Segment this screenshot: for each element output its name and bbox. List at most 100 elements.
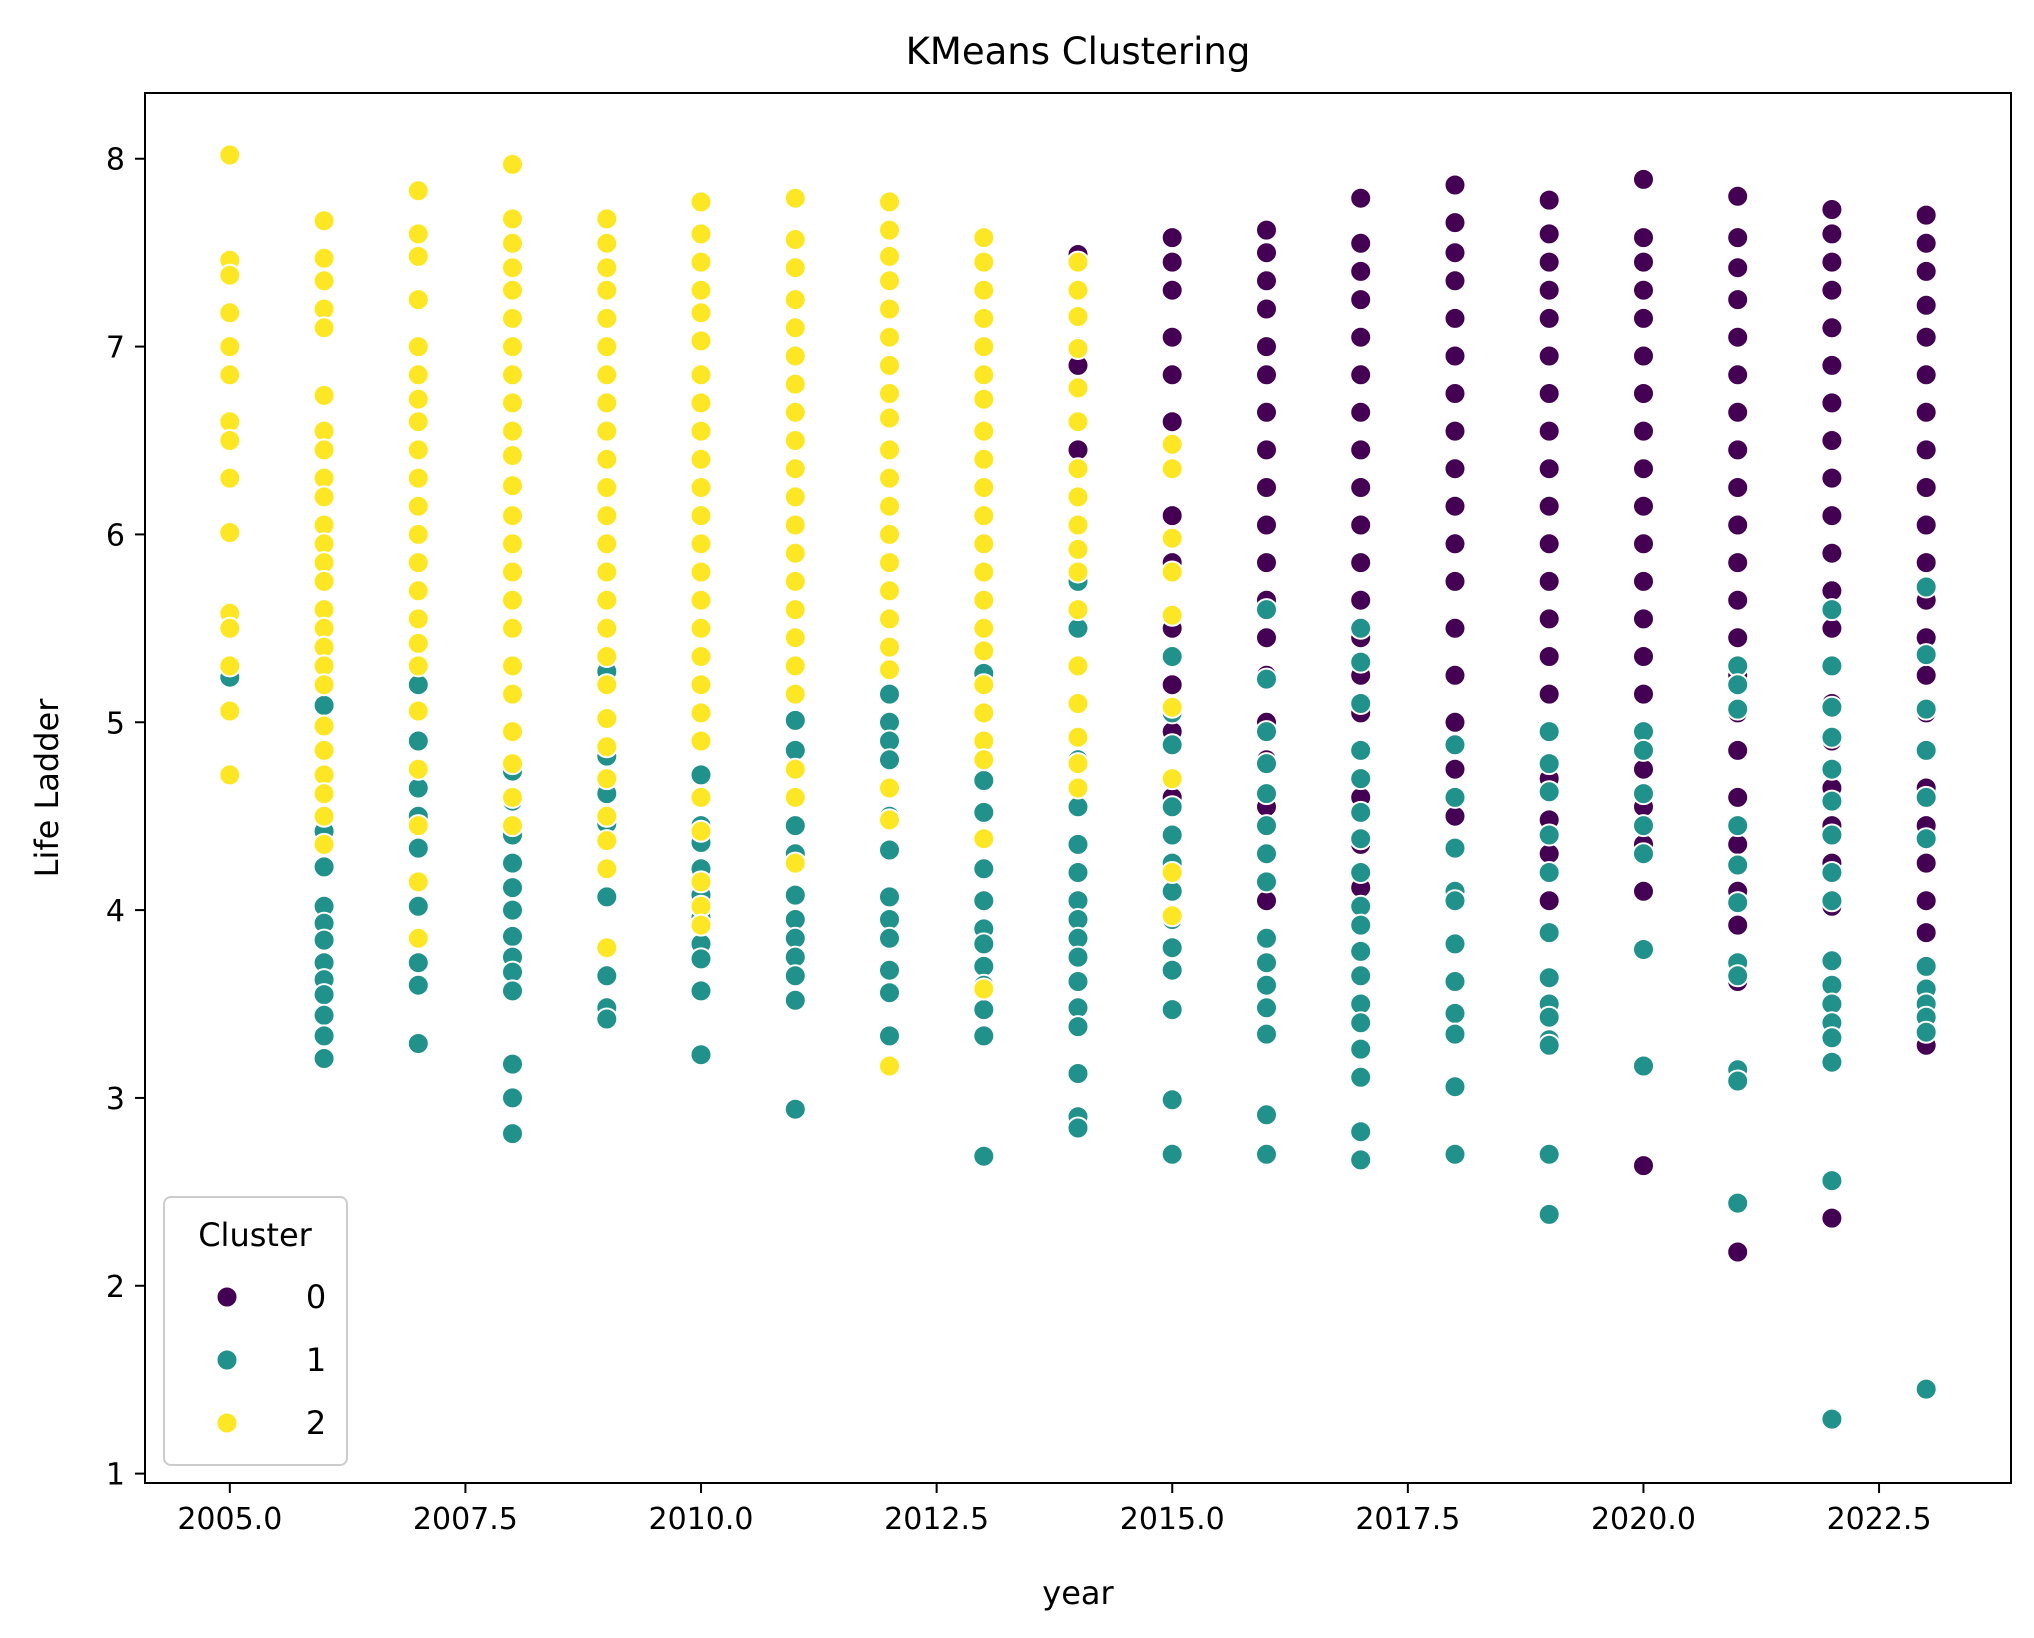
data-point [1160,1142,1184,1166]
data-point [1632,419,1655,443]
data-point [1443,457,1467,481]
data-point [878,406,901,430]
data-point [1537,250,1561,274]
data-point [783,256,807,280]
data-point [312,569,336,593]
data-point [1914,663,1938,687]
data-point [406,836,430,860]
data-point [1632,1154,1655,1178]
data-point [406,757,430,781]
data-point [218,263,242,287]
data-point [1255,782,1278,806]
data-point [1820,1050,1844,1074]
data-point [501,207,524,231]
data-point [1820,429,1844,452]
data-point [595,936,619,960]
y-tick-label: 3 [106,1082,125,1117]
data-point [878,522,901,546]
data-point [1255,870,1278,894]
data-point [1632,814,1655,838]
data-point [406,363,430,387]
data-point [972,306,996,330]
data-point [595,363,619,387]
data-point [406,551,430,575]
data-point [1160,278,1184,302]
data-point [595,964,619,988]
data-point [1537,752,1561,776]
data-point [1066,752,1090,776]
y-tick-label: 5 [106,706,125,741]
data-point [1160,645,1184,668]
data-point [689,701,713,725]
y-axis: 1 2 3 4 5 6 7 8 [106,143,145,1493]
data-point [972,504,996,528]
data-point [1632,494,1655,518]
data-point [1255,752,1278,776]
data-point [1160,1088,1184,1112]
data-point [1537,966,1561,990]
y-tick-label: 1 [106,1458,125,1493]
data-point [501,474,524,498]
data-point [1914,1377,1938,1401]
data-point [878,838,901,862]
data-point [1349,1037,1373,1061]
data-point [595,857,619,881]
data-point [501,654,524,678]
data-point [972,363,996,387]
data-point [689,645,713,668]
data-point [1820,1026,1844,1050]
data-point [972,701,996,725]
data-point [1443,494,1467,518]
data-point [878,494,901,518]
data-point [1537,1033,1561,1057]
data-point [1255,335,1278,359]
data-point [501,231,524,255]
data-point [1160,861,1184,884]
data-point [1349,325,1373,349]
data-point [1632,607,1655,631]
data-point [878,244,901,268]
data-point [1443,306,1467,330]
data-point [1820,250,1844,274]
data-point [1066,725,1090,749]
data-point [312,246,336,270]
data-point [972,616,996,640]
data-point [1160,504,1184,528]
data-point [1255,1022,1278,1046]
data-point [972,977,996,1001]
data-point [1255,996,1278,1020]
data-point [1914,400,1938,424]
data-point [312,209,336,233]
chart-title: KMeans Clustering [906,30,1251,73]
data-point [878,579,901,603]
data-point [1820,1206,1844,1230]
data-point [595,560,619,584]
data-point [1726,588,1750,612]
data-point [595,391,619,415]
x-tick-label: 2020.0 [1591,1502,1696,1537]
data-point [1255,269,1278,293]
data-point [1349,288,1373,312]
data-point [1632,938,1655,961]
y-tick-label: 2 [106,1270,125,1305]
data-point [1726,184,1750,208]
data-point [1066,537,1090,561]
data-point [1255,363,1278,387]
data-point [689,560,713,584]
data-point [783,708,807,732]
data-point [406,222,430,246]
data-point [1443,1001,1467,1025]
data-point [783,541,807,565]
data-point [783,569,807,593]
data-point [1160,733,1184,757]
legend-entries: 0 1 2 [215,1278,326,1442]
data-point [1820,198,1844,221]
data-point [501,616,524,640]
data-point [1632,278,1655,302]
data-point [406,179,430,203]
data-point [1443,569,1467,593]
data-point [878,808,901,832]
data-point [1914,954,1938,978]
